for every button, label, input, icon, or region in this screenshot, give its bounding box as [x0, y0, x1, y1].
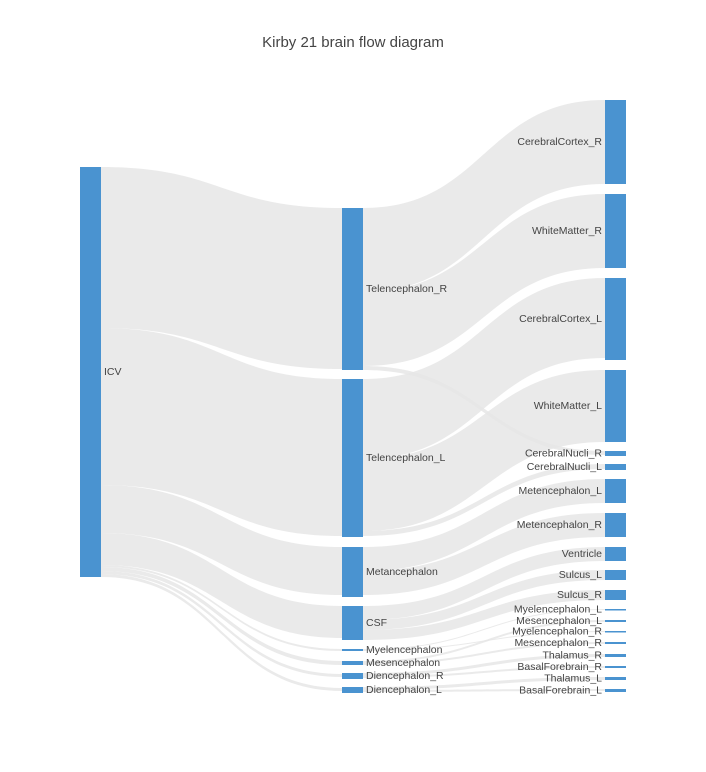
node-wm_l[interactable]: [605, 370, 626, 442]
node-label-sul_r: Sulcus_R: [557, 589, 602, 601]
node-myel_l[interactable]: [605, 609, 626, 611]
node-tel_l[interactable]: [342, 379, 363, 537]
node-label-vent: Ventricle: [562, 548, 602, 560]
node-met_r[interactable]: [605, 513, 626, 537]
node-label-csf: CSF: [366, 617, 387, 629]
node-wm_r[interactable]: [605, 194, 626, 268]
node-label-bf_r: BasalForebrain_R: [517, 661, 602, 673]
node-myel_r[interactable]: [605, 631, 626, 633]
node-icv[interactable]: [80, 167, 101, 577]
node-bf_r[interactable]: [605, 666, 626, 668]
node-csf[interactable]: [342, 606, 363, 640]
node-label-metanc: Metancephalon: [366, 566, 438, 578]
node-label-met_l: Metencephalon_L: [519, 485, 603, 497]
node-label-dien_r: Diencephalon_R: [366, 670, 444, 682]
node-label-bf_l: BasalForebrain_L: [519, 685, 602, 697]
node-label-thal_r: Thalamus_R: [542, 650, 602, 662]
node-metanc[interactable]: [342, 547, 363, 597]
node-thal_l[interactable]: [605, 677, 626, 680]
node-label-myel: Myelencephalon: [366, 644, 443, 656]
node-bf_l[interactable]: [605, 689, 626, 692]
node-met_l[interactable]: [605, 479, 626, 503]
node-label-met_r: Metencephalon_R: [517, 519, 603, 531]
node-tel_r[interactable]: [342, 208, 363, 370]
node-label-sul_l: Sulcus_L: [559, 569, 602, 581]
node-mes_r[interactable]: [605, 642, 626, 644]
node-cc_r[interactable]: [605, 100, 626, 184]
node-cc_l[interactable]: [605, 278, 626, 360]
node-label-myel_r: Myelencephalon_R: [512, 626, 602, 638]
node-label-tel_l: Telencephalon_L: [366, 452, 446, 464]
node-dien_r[interactable]: [342, 673, 363, 679]
node-dien_l[interactable]: [342, 687, 363, 693]
node-mes_l[interactable]: [605, 620, 626, 622]
node-label-mesen: Mesencephalon: [366, 657, 440, 669]
node-label-cc_l: CerebralCortex_L: [519, 313, 602, 325]
node-label-icv: ICV: [104, 366, 122, 378]
node-label-cn_r: CerebralNucli_R: [525, 448, 602, 460]
node-thal_r[interactable]: [605, 654, 626, 657]
node-cn_r[interactable]: [605, 451, 626, 456]
node-cn_l[interactable]: [605, 464, 626, 470]
node-label-tel_r: Telencephalon_R: [366, 283, 448, 295]
node-label-thal_l: Thalamus_L: [544, 673, 602, 685]
node-label-cc_r: CerebralCortex_R: [517, 136, 602, 148]
node-sul_l[interactable]: [605, 570, 626, 580]
node-vent[interactable]: [605, 547, 626, 561]
node-sul_r[interactable]: [605, 590, 626, 600]
node-label-dien_l: Diencephalon_L: [366, 684, 442, 696]
node-label-wm_l: WhiteMatter_L: [534, 400, 602, 412]
node-label-mes_r: Mesencephalon_R: [514, 637, 602, 649]
node-label-cn_l: CerebralNucli_L: [527, 461, 602, 473]
node-label-wm_r: WhiteMatter_R: [532, 225, 602, 237]
node-mesen[interactable]: [342, 661, 363, 665]
node-label-myel_l: Myelencephalon_L: [514, 604, 602, 616]
node-myel[interactable]: [342, 649, 363, 651]
